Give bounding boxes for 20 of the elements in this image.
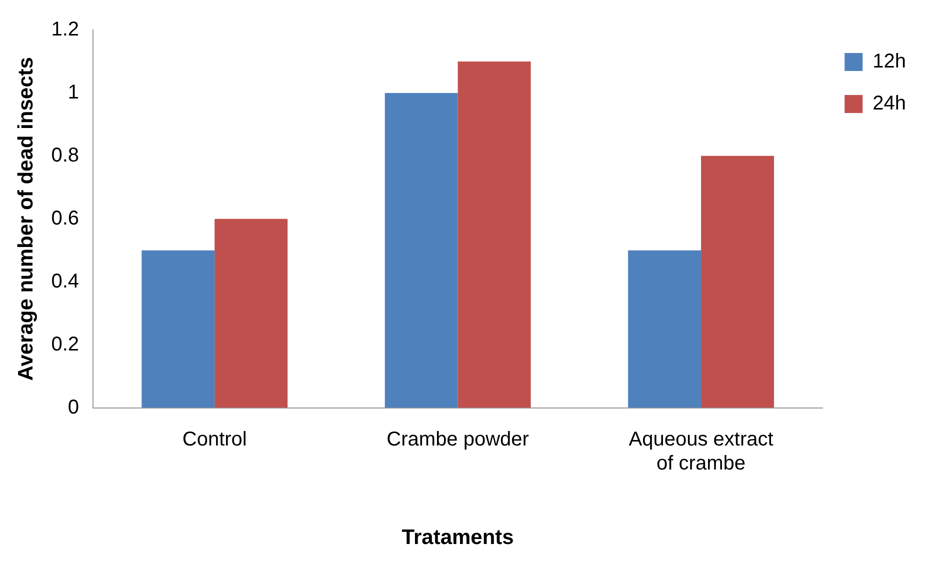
x-tick-label: Control (182, 428, 247, 450)
bar (701, 156, 774, 408)
x-axis-title: Trataments (402, 526, 514, 550)
legend-label: 24h (872, 92, 906, 115)
y-tick-label: 0.4 (51, 270, 80, 292)
y-tick-label: 0.8 (51, 144, 80, 166)
y-tick-label: 0 (68, 396, 80, 418)
bar (628, 250, 702, 408)
bar (458, 61, 531, 408)
y-tick-label: 0.6 (51, 207, 80, 230)
y-tick-label: 1.2 (51, 18, 80, 41)
y-tick-label: 1 (68, 81, 80, 104)
y-axis-title: Average number of dead insects (14, 57, 38, 381)
y-tick-label: 0.2 (51, 333, 80, 356)
legend-label: 12h (872, 50, 906, 73)
bar (384, 92, 458, 408)
bar (214, 218, 288, 408)
bar (142, 250, 215, 408)
x-tick-label: Aqueous extract of crambe (628, 428, 774, 474)
x-tick-label: Crambe powder (386, 428, 530, 450)
